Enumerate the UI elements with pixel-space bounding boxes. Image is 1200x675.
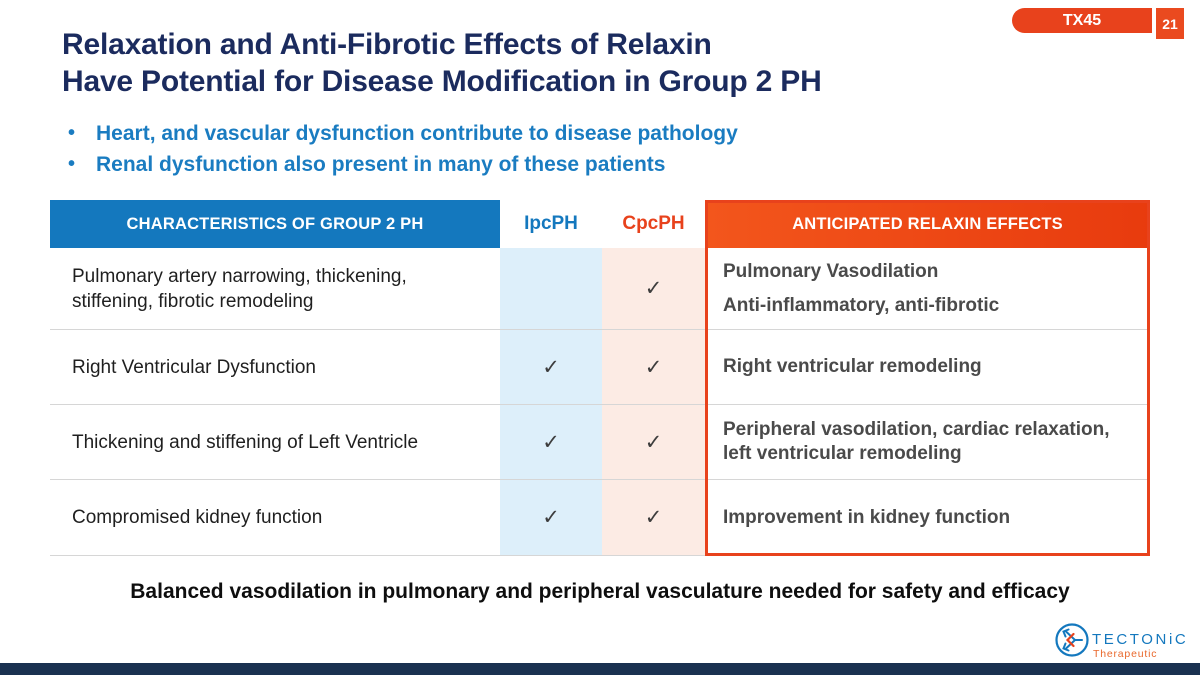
relaxin-effects-cell: Improvement in kidney function [705, 480, 1150, 555]
group2-ph-table: CHARACTERISTICS OF GROUP 2 PH IpcPH CpcP… [50, 200, 1150, 556]
effect-line: Improvement in kidney function [723, 506, 1011, 528]
checkmark-icon: ✓ [542, 506, 560, 529]
characteristic-cell: Compromised kidney function [72, 507, 323, 528]
checkmark-icon: ✓ [644, 355, 663, 379]
cpcph-cell: ✓ [602, 330, 705, 404]
characteristic-cell: Thickening and stiffening of Left Ventri… [72, 431, 419, 453]
checkmark-icon: ✓ [644, 506, 663, 529]
logo-chevron-icon [1065, 632, 1075, 648]
effect-line: Peripheral vasodilation, cardiac relaxat… [723, 419, 1110, 464]
effect-line: Pulmonary Vasodilation [723, 260, 939, 282]
cpcph-cell: ✓ [602, 248, 705, 329]
cpcph-cell: ✓ [602, 480, 705, 555]
bullet-list: Heart, and vascular dysfunction contribu… [64, 118, 738, 180]
table-row: Right Ventricular Dysfunction ✓ ✓ Right ven… [50, 330, 1150, 405]
relaxin-effects-cell: Right ventricular remodeling [705, 330, 1150, 404]
bottom-accent-bar [0, 663, 1200, 675]
logo-subtitle: Therapeutic [1093, 648, 1157, 660]
characteristic-cell: Pulmonary artery narrowing, thickening, … [72, 265, 407, 312]
page-number: 21 [1156, 8, 1184, 39]
ipcph-cell: ✓ [500, 330, 602, 404]
relaxin-effects-cell: Pulmonary Vasodilation Anti-inflammatory,… [705, 248, 1150, 329]
checkmark-icon: ✓ [644, 277, 663, 300]
ipcph-cell [500, 248, 602, 329]
header-relaxin-effects: ANTICIPATED RELAXIN EFFECTS [705, 200, 1150, 248]
compound-badge: TX45 [1012, 8, 1152, 33]
slide-title-line2: Have Potential for Disease Modification … [62, 65, 822, 98]
table-body: Pulmonary artery narrowing, thickening, … [50, 248, 1150, 556]
checkmark-icon: ✓ [542, 355, 560, 379]
slide-title: Relaxation and Anti-Fibrotic Effects of … [62, 26, 822, 100]
ipcph-cell: ✓ [500, 405, 602, 479]
effect-line: Right ventricular remodeling [723, 356, 982, 377]
header-characteristics: CHARACTERISTICS OF GROUP 2 PH [50, 200, 500, 248]
bullet-item: Renal dysfunction also present in many o… [64, 149, 738, 180]
characteristic-cell: Right Ventricular Dysfunction [72, 356, 316, 378]
header-ipcph: IpcPH [500, 200, 602, 248]
effect-line: Anti-inflammatory, anti-fibrotic [723, 294, 1000, 316]
table-row: Compromised kidney function ✓ ✓ Improvement… [50, 480, 1150, 556]
logo-wordmark: TECTONiC [1092, 631, 1188, 648]
takeaway-statement: Balanced vasodilation in pulmonary and p… [130, 580, 1070, 603]
table-row: Thickening and stiffening of Left Ventri… [50, 405, 1150, 480]
bullet-item: Heart, and vascular dysfunction contribu… [64, 118, 738, 149]
relaxin-effects-cell: Peripheral vasodilation, cardiac relaxat… [705, 405, 1150, 479]
table-row: Pulmonary artery narrowing, thickening, … [50, 248, 1150, 330]
header-cpcph: CpcPH [602, 200, 705, 248]
logo-circle-icon [1055, 623, 1089, 657]
checkmark-icon: ✓ [644, 430, 663, 454]
tectonic-logo: TECTONiC Therapeutic [1055, 623, 1188, 660]
checkmark-icon: ✓ [542, 430, 560, 454]
slide-title-line1: Relaxation and Anti-Fibrotic Effects of … [62, 28, 712, 61]
ipcph-cell: ✓ [500, 480, 602, 555]
cpcph-cell: ✓ [602, 405, 705, 479]
table-header-row: CHARACTERISTICS OF GROUP 2 PH IpcPH CpcP… [50, 200, 1150, 248]
